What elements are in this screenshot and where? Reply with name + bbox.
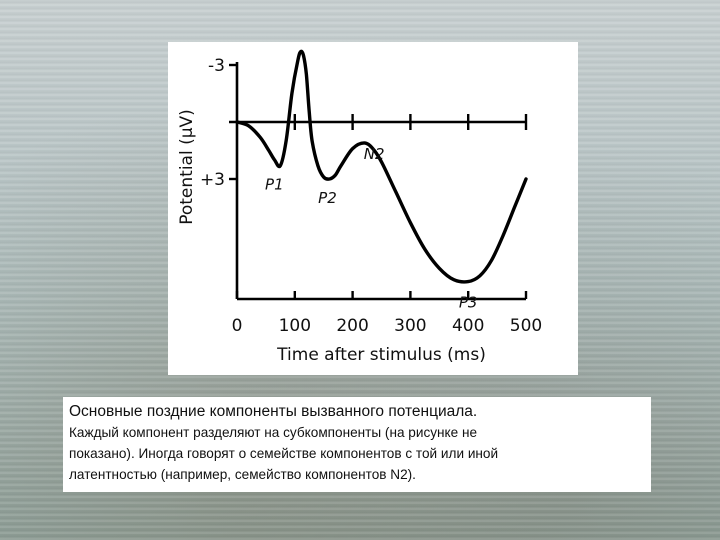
caption-line: Каждый компонент разделяют на субкомпоне… [69, 425, 478, 440]
peak-label-n2: N2 [364, 145, 385, 163]
chart-svg: 0 100 200 300 400 500 -3 +3 Time after stimulus … [177, 42, 542, 365]
x-axis-title: Time after stimulus (ms) [276, 345, 486, 365]
caption-line: латентностью (например, семейство компон… [69, 467, 416, 482]
peak-label-n1: N1 [290, 42, 311, 44]
x-tick-label: 200 [336, 316, 368, 336]
caption-title: Основные поздние компоненты вызванного п… [69, 403, 478, 420]
peak-label-p1: P1 [265, 176, 284, 194]
erp-chart: 0 100 200 300 400 500 -3 +3 Time after stimulus … [168, 42, 578, 375]
y-tick-label: -3 [208, 56, 225, 76]
erp-waveform-line [235, 49, 528, 284]
y-tick-label: +3 [200, 170, 225, 190]
axes-layer [229, 62, 528, 301]
labels-layer: 0 100 200 300 400 500 -3 +3 Time after stimulus … [177, 42, 542, 365]
caption-line: показано). Иногда говорят о семействе ко… [69, 446, 499, 461]
x-tick-label: 500 [510, 316, 542, 336]
x-tick-label: 400 [452, 316, 484, 336]
x-tick-label: 0 [232, 316, 243, 336]
peak-label-p3: P3 [459, 294, 478, 312]
x-tick-label: 100 [279, 316, 311, 336]
peak-label-p2: P2 [318, 189, 337, 207]
x-tick-label: 300 [394, 316, 426, 336]
y-axis-title: Potential (μV) [177, 109, 197, 225]
caption-box: Основные поздние компоненты вызванного п… [63, 397, 651, 492]
